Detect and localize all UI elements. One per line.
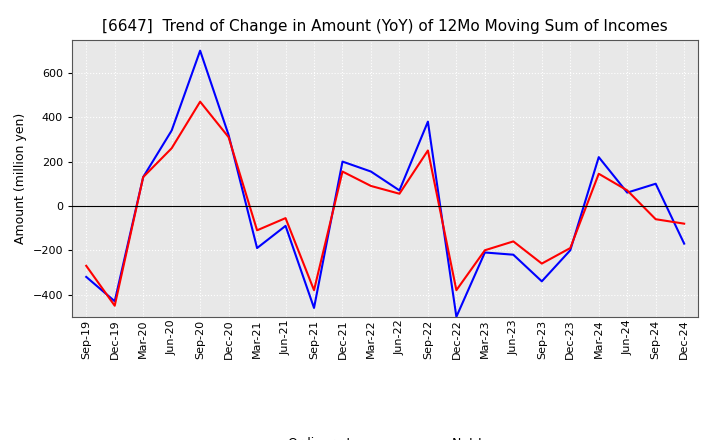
Net Income: [480, 248, 489, 253]
Ordinary Income: [82, 274, 91, 279]
Net Income: [395, 191, 404, 196]
Line: Net Income: Net Income: [86, 102, 684, 306]
Ordinary Income: [196, 48, 204, 53]
Ordinary Income: [225, 132, 233, 138]
Net Income: [139, 174, 148, 180]
Net Income: [310, 288, 318, 293]
Ordinary Income: [395, 188, 404, 193]
Ordinary Income: [253, 246, 261, 251]
Net Income: [423, 148, 432, 153]
Ordinary Income: [452, 314, 461, 319]
Ordinary Income: [338, 159, 347, 164]
Y-axis label: Amount (million yen): Amount (million yen): [14, 113, 27, 244]
Net Income: [110, 303, 119, 308]
Net Income: [680, 221, 688, 226]
Ordinary Income: [566, 248, 575, 253]
Net Income: [253, 227, 261, 233]
Ordinary Income: [680, 241, 688, 246]
Ordinary Income: [595, 154, 603, 160]
Net Income: [366, 183, 375, 189]
Ordinary Income: [480, 250, 489, 255]
Ordinary Income: [537, 279, 546, 284]
Ordinary Income: [167, 128, 176, 133]
Ordinary Income: [423, 119, 432, 124]
Net Income: [167, 146, 176, 151]
Net Income: [595, 171, 603, 176]
Net Income: [537, 261, 546, 266]
Net Income: [82, 263, 91, 268]
Ordinary Income: [623, 190, 631, 195]
Net Income: [338, 169, 347, 174]
Net Income: [452, 288, 461, 293]
Net Income: [509, 239, 518, 244]
Net Income: [282, 216, 290, 221]
Net Income: [566, 246, 575, 251]
Net Income: [623, 188, 631, 193]
Ordinary Income: [366, 169, 375, 174]
Legend: Ordinary Income, Net Income: Ordinary Income, Net Income: [241, 432, 529, 440]
Ordinary Income: [110, 299, 119, 304]
Ordinary Income: [282, 223, 290, 228]
Ordinary Income: [509, 252, 518, 257]
Line: Ordinary Income: Ordinary Income: [86, 51, 684, 317]
Ordinary Income: [139, 174, 148, 180]
Ordinary Income: [652, 181, 660, 187]
Net Income: [196, 99, 204, 104]
Title: [6647]  Trend of Change in Amount (YoY) of 12Mo Moving Sum of Incomes: [6647] Trend of Change in Amount (YoY) o…: [102, 19, 668, 34]
Net Income: [225, 135, 233, 140]
Net Income: [652, 216, 660, 222]
Ordinary Income: [310, 305, 318, 311]
